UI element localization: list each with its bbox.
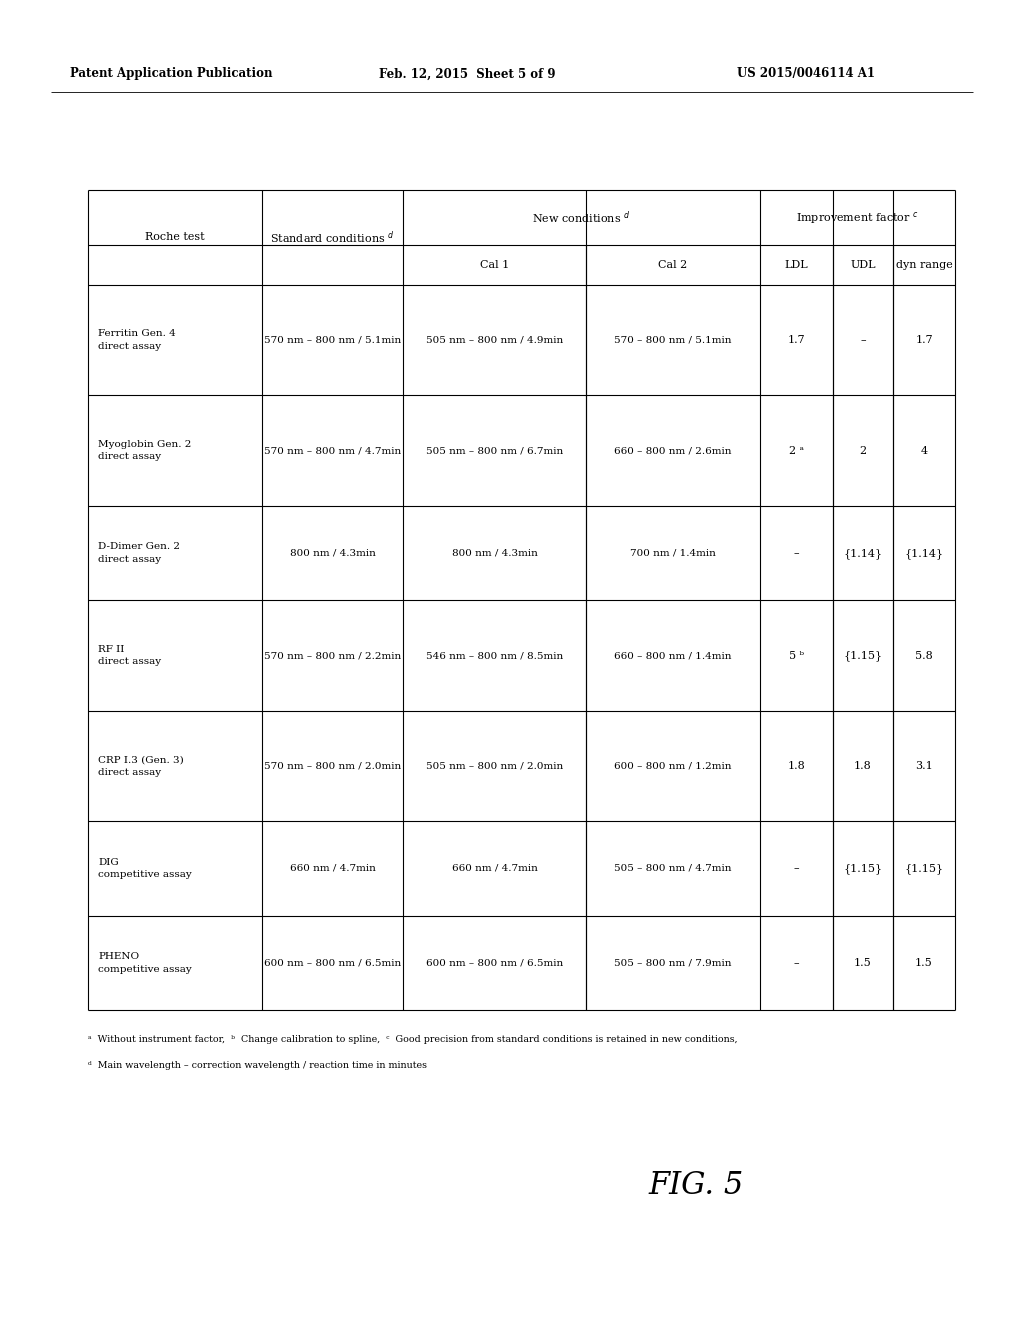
Text: ᵃ  Without instrument factor,  ᵇ  Change calibration to spline,  ᶜ  Good precisi: ᵃ Without instrument factor, ᵇ Change ca… — [88, 1035, 737, 1044]
Text: 660 nm / 4.7min: 660 nm / 4.7min — [452, 863, 538, 873]
Text: 5 ᵇ: 5 ᵇ — [790, 651, 804, 660]
Text: 2 ᵃ: 2 ᵃ — [790, 446, 804, 455]
Text: 546 nm – 800 nm / 8.5min: 546 nm – 800 nm / 8.5min — [426, 651, 563, 660]
Text: Myoglobin Gen. 2
direct assay: Myoglobin Gen. 2 direct assay — [98, 440, 191, 462]
Text: 570 nm – 800 nm / 2.2min: 570 nm – 800 nm / 2.2min — [264, 651, 401, 660]
Text: 5.8: 5.8 — [915, 651, 933, 660]
Text: –: – — [794, 548, 800, 558]
Text: LDL: LDL — [784, 260, 808, 271]
Text: UDL: UDL — [850, 260, 876, 271]
Text: DIG
competitive assay: DIG competitive assay — [98, 858, 191, 879]
Text: –: – — [794, 958, 800, 968]
Text: 600 – 800 nm / 1.2min: 600 – 800 nm / 1.2min — [614, 762, 732, 771]
Text: –: – — [794, 863, 800, 874]
Text: 600 nm – 800 nm / 6.5min: 600 nm – 800 nm / 6.5min — [426, 958, 563, 968]
Text: 570 – 800 nm / 5.1min: 570 – 800 nm / 5.1min — [614, 335, 732, 345]
Text: {1.14}: {1.14} — [904, 548, 943, 558]
Text: –: – — [860, 335, 866, 346]
Text: Cal 2: Cal 2 — [658, 260, 688, 271]
Text: 1.7: 1.7 — [915, 335, 933, 346]
Text: 570 nm – 800 nm / 4.7min: 570 nm – 800 nm / 4.7min — [264, 446, 401, 455]
Text: Patent Application Publication: Patent Application Publication — [70, 67, 272, 81]
Text: New conditions $^d$: New conditions $^d$ — [532, 209, 631, 226]
Text: 1.8: 1.8 — [854, 762, 871, 771]
Text: D-Dimer Gen. 2
direct assay: D-Dimer Gen. 2 direct assay — [98, 543, 180, 564]
Text: 505 – 800 nm / 7.9min: 505 – 800 nm / 7.9min — [614, 958, 732, 968]
Text: 1.5: 1.5 — [915, 958, 933, 968]
Text: 505 – 800 nm / 4.7min: 505 – 800 nm / 4.7min — [614, 863, 732, 873]
Text: 1.5: 1.5 — [854, 958, 871, 968]
Text: CRP I.3 (Gen. 3)
direct assay: CRP I.3 (Gen. 3) direct assay — [98, 755, 184, 776]
Text: PHENO
competitive assay: PHENO competitive assay — [98, 952, 191, 974]
Text: 4: 4 — [921, 446, 928, 455]
Text: 600 nm – 800 nm / 6.5min: 600 nm – 800 nm / 6.5min — [264, 958, 401, 968]
Text: FIG. 5: FIG. 5 — [648, 1170, 744, 1200]
Text: {1.14}: {1.14} — [844, 548, 883, 558]
Text: 505 nm – 800 nm / 2.0min: 505 nm – 800 nm / 2.0min — [426, 762, 563, 771]
Text: 505 nm – 800 nm / 4.9min: 505 nm – 800 nm / 4.9min — [426, 335, 563, 345]
Text: 570 nm – 800 nm / 5.1min: 570 nm – 800 nm / 5.1min — [264, 335, 401, 345]
Text: 700 nm / 1.4min: 700 nm / 1.4min — [630, 549, 716, 557]
Text: 800 nm / 4.3min: 800 nm / 4.3min — [290, 549, 376, 557]
Text: 2: 2 — [859, 446, 866, 455]
Text: 505 nm – 800 nm / 6.7min: 505 nm – 800 nm / 6.7min — [426, 446, 563, 455]
Text: {1.15}: {1.15} — [904, 863, 943, 874]
Text: Ferritin Gen. 4
direct assay: Ferritin Gen. 4 direct assay — [98, 330, 176, 351]
Text: 1.8: 1.8 — [787, 762, 805, 771]
Text: 660 nm / 4.7min: 660 nm / 4.7min — [290, 863, 376, 873]
Text: Standard conditions $^d$: Standard conditions $^d$ — [270, 230, 395, 246]
Text: Improvement factor $^c$: Improvement factor $^c$ — [797, 210, 919, 226]
Text: ᵈ  Main wavelength – correction wavelength / reaction time in minutes: ᵈ Main wavelength – correction wavelengt… — [88, 1061, 427, 1071]
Text: dyn range: dyn range — [896, 260, 952, 271]
Text: 570 nm – 800 nm / 2.0min: 570 nm – 800 nm / 2.0min — [264, 762, 401, 771]
Text: Roche test: Roche test — [145, 232, 205, 243]
Text: 1.7: 1.7 — [787, 335, 805, 346]
Text: 660 – 800 nm / 2.6min: 660 – 800 nm / 2.6min — [614, 446, 732, 455]
Text: Cal 1: Cal 1 — [480, 260, 509, 271]
Text: 3.1: 3.1 — [915, 762, 933, 771]
Text: {1.15}: {1.15} — [844, 863, 883, 874]
Text: RF II
direct assay: RF II direct assay — [98, 644, 162, 667]
Text: US 2015/0046114 A1: US 2015/0046114 A1 — [737, 67, 876, 81]
Text: {1.15}: {1.15} — [844, 651, 883, 661]
Text: 660 – 800 nm / 1.4min: 660 – 800 nm / 1.4min — [614, 651, 732, 660]
Text: Feb. 12, 2015  Sheet 5 of 9: Feb. 12, 2015 Sheet 5 of 9 — [379, 67, 555, 81]
Text: 800 nm / 4.3min: 800 nm / 4.3min — [452, 549, 538, 557]
